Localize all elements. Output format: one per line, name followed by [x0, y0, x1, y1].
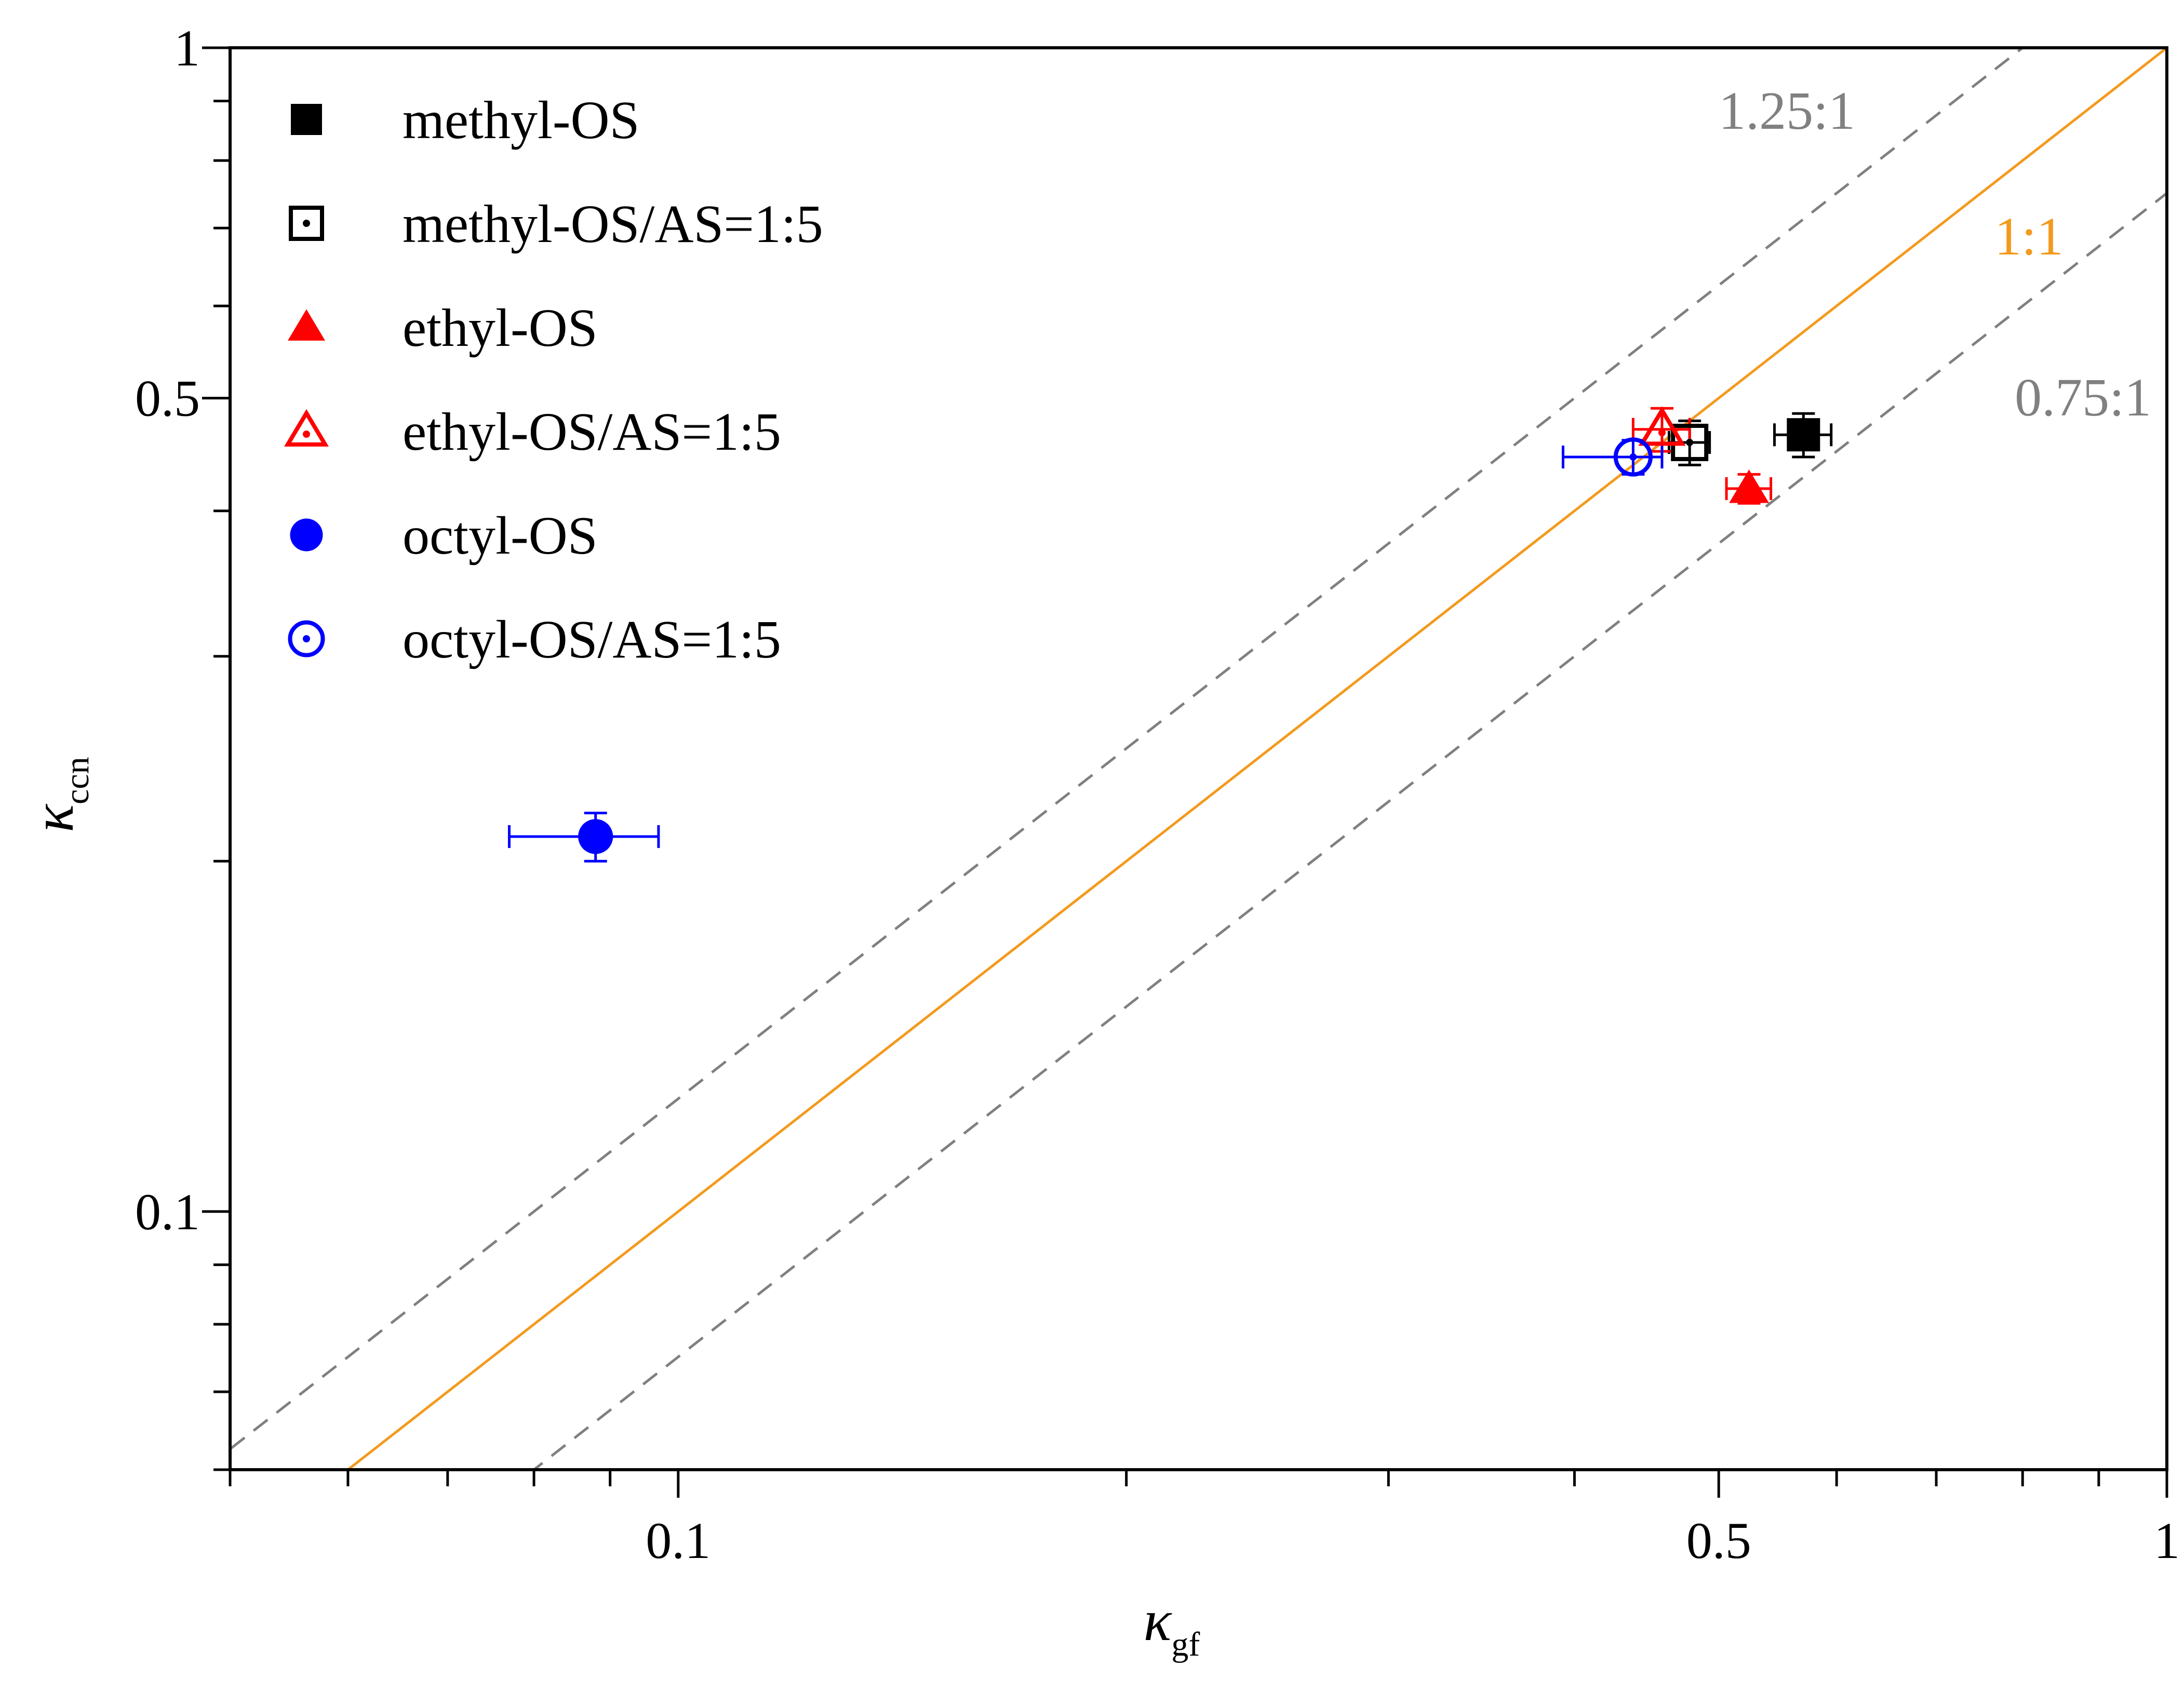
- legend-marker-dot: [303, 635, 310, 642]
- legend-marker: [288, 309, 325, 341]
- legend-marker: [290, 518, 323, 552]
- reference-line-1-25-1: [230, 48, 2025, 1451]
- reference-line-label: 1:1: [1994, 207, 2064, 266]
- x-tick-label: 0.5: [1686, 1512, 1751, 1569]
- data-point-ethyl-os: [1729, 469, 1769, 503]
- data-point-octyl-os: [578, 819, 613, 854]
- data-point-ethyl-os-as-1-5-dot: [1658, 429, 1666, 437]
- legend-marker: [289, 206, 324, 241]
- legend-marker: [291, 104, 322, 135]
- reference-line-labels: 1:1 1.25:1 0.75:1: [1719, 81, 2151, 427]
- data-point-methyl-os-as-1-5-dot: [1686, 438, 1694, 446]
- legend-entry: methyl-OS/AS=1:5: [403, 194, 823, 254]
- y-axis: 0.1 0.5 1: [135, 19, 230, 1471]
- data-point-methyl-os: [1787, 418, 1820, 452]
- legend-marker-dot: [303, 220, 310, 227]
- data-point-octyl-os-as-1-5-dot: [1629, 453, 1637, 461]
- reference-line-label: 1.25:1: [1719, 81, 1855, 141]
- plot-frame: [229, 46, 2168, 1471]
- x-axis-label: κgf: [1144, 1589, 1200, 1663]
- y-tick-label: 0.1: [135, 1183, 200, 1241]
- y-axis-label: κccn: [21, 757, 96, 832]
- data-markers: [578, 406, 1820, 854]
- x-tick-label: 1: [2154, 1512, 2180, 1569]
- y-tick-label: 1: [174, 19, 200, 77]
- legend-entry: methyl-OS: [403, 90, 639, 150]
- legend-marker-dot: [303, 431, 310, 438]
- reference-line-label: 0.75:1: [2015, 368, 2151, 427]
- legend-entry: ethyl-OS: [403, 298, 598, 358]
- data-point-ethyl-os-as-1-5: [1638, 406, 1686, 446]
- x-tick-label: 0.1: [646, 1512, 711, 1569]
- reference-line-1-1: [345, 48, 2167, 1470]
- legend-entry: octyl-OS/AS=1:5: [403, 610, 781, 669]
- legend: methyl-OS methyl-OS/AS=1:5 ethyl-OS ethyl-O…: [284, 90, 823, 669]
- legend-entry: ethyl-OS/AS=1:5: [403, 402, 781, 462]
- data-point-octyl-os-as-1-5: [1613, 437, 1653, 477]
- reference-line-0-75-1: [531, 191, 2167, 1470]
- legend-entry: octyl-OS: [403, 506, 598, 566]
- legend-marker: [284, 409, 329, 447]
- legend-marker: [288, 620, 325, 657]
- reference-lines: [230, 48, 2167, 1470]
- y-tick-label: 0.5: [135, 370, 200, 427]
- x-axis: 0.1 0.5 1: [229, 1470, 2180, 1569]
